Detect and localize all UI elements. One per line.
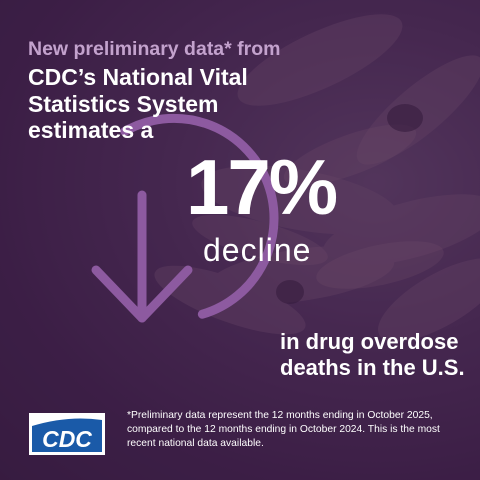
headline-line-3: estimates a xyxy=(28,117,154,143)
intro-text: New preliminary data* from xyxy=(28,38,281,60)
headline-line-1: CDC’s National Vital xyxy=(28,64,248,90)
tail-line-2: deaths in the U.S. xyxy=(280,355,465,380)
tail-line-1: in drug overdose xyxy=(280,329,459,354)
stat-label: decline xyxy=(203,232,312,268)
headline: CDC’s National Vital Statistics System e… xyxy=(28,64,328,144)
headline-line-2: Statistics System xyxy=(28,90,219,117)
tail-text: in drug overdose deaths in the U.S. xyxy=(280,329,465,381)
stat-value: 17% xyxy=(186,143,338,231)
footnote: *Preliminary data represent the 12 month… xyxy=(127,410,440,449)
cdc-logo: CDC xyxy=(29,413,105,455)
cdc-logo-text: CDC xyxy=(42,426,92,452)
